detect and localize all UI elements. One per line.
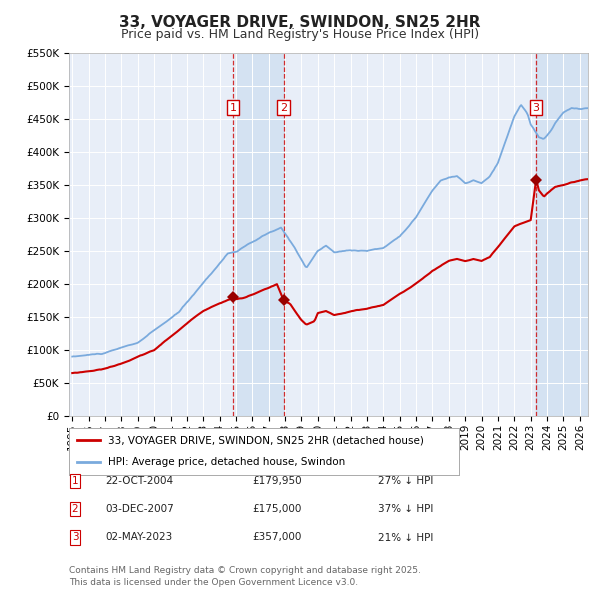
Line: 33, VOYAGER DRIVE, SWINDON, SN25 2HR (detached house): 33, VOYAGER DRIVE, SWINDON, SN25 2HR (de… (72, 179, 589, 373)
HPI: Average price, detached house, Swindon: (2.02e+03, 4.71e+05): Average price, detached house, Swindon: … (518, 101, 525, 109)
Text: HPI: Average price, detached house, Swindon: HPI: Average price, detached house, Swin… (108, 457, 345, 467)
Text: 33, VOYAGER DRIVE, SWINDON, SN25 2HR: 33, VOYAGER DRIVE, SWINDON, SN25 2HR (119, 15, 481, 30)
Text: 2: 2 (71, 504, 79, 514)
Text: 02-MAY-2023: 02-MAY-2023 (105, 533, 172, 542)
Text: 03-DEC-2007: 03-DEC-2007 (105, 504, 174, 514)
Text: £179,950: £179,950 (252, 476, 302, 486)
Text: 21% ↓ HPI: 21% ↓ HPI (378, 533, 433, 542)
Text: 33, VOYAGER DRIVE, SWINDON, SN25 2HR (detached house): 33, VOYAGER DRIVE, SWINDON, SN25 2HR (de… (108, 435, 424, 445)
HPI: Average price, detached house, Swindon: (2e+03, 9e+04): Average price, detached house, Swindon: … (68, 353, 76, 360)
HPI: Average price, detached house, Swindon: (2.01e+03, 2.5e+05): Average price, detached house, Swindon: … (354, 247, 361, 254)
Text: 3: 3 (533, 103, 539, 113)
33, VOYAGER DRIVE, SWINDON, SN25 2HR (detached house) (354, 306, 361, 313)
Bar (236, 53, 285, 416)
HPI: Average price, detached house, Swindon: (2e+03, 1.42e+05): Average price, detached house, Swindon: … (161, 319, 169, 326)
Text: 37% ↓ HPI: 37% ↓ HPI (378, 504, 433, 514)
33, VOYAGER DRIVE, SWINDON, SN25 2HR (detached house) (452, 255, 459, 263)
33, VOYAGER DRIVE, SWINDON, SN25 2HR (detached house) (376, 303, 383, 310)
Text: £175,000: £175,000 (252, 504, 301, 514)
Text: 27% ↓ HPI: 27% ↓ HPI (378, 476, 433, 486)
33, VOYAGER DRIVE, SWINDON, SN25 2HR (detached house) (299, 318, 307, 325)
Line: HPI: Average price, detached house, Swindon: HPI: Average price, detached house, Swin… (72, 105, 589, 356)
Text: Contains HM Land Registry data © Crown copyright and database right 2025.
This d: Contains HM Land Registry data © Crown c… (69, 566, 421, 587)
Text: 2: 2 (280, 103, 287, 113)
Bar (536, 53, 588, 416)
33, VOYAGER DRIVE, SWINDON, SN25 2HR (detached house) (68, 369, 76, 376)
HPI: Average price, detached house, Swindon: (2.01e+03, 2.54e+05): Average price, detached house, Swindon: … (376, 245, 383, 252)
Text: 1: 1 (230, 103, 236, 113)
HPI: Average price, detached house, Swindon: (2.02e+03, 3.54e+05): Average price, detached house, Swindon: … (464, 179, 472, 186)
33, VOYAGER DRIVE, SWINDON, SN25 2HR (detached house) (161, 337, 169, 345)
HPI: Average price, detached house, Swindon: (2.01e+03, 2.33e+05): Average price, detached house, Swindon: … (299, 258, 307, 266)
HPI: Average price, detached house, Swindon: (2.02e+03, 3.63e+05): Average price, detached house, Swindon: … (452, 173, 459, 180)
Text: £357,000: £357,000 (252, 533, 301, 542)
Text: Price paid vs. HM Land Registry's House Price Index (HPI): Price paid vs. HM Land Registry's House … (121, 28, 479, 41)
33, VOYAGER DRIVE, SWINDON, SN25 2HR (detached house) (464, 257, 472, 264)
Text: 1: 1 (71, 476, 79, 486)
Text: 22-OCT-2004: 22-OCT-2004 (105, 476, 173, 486)
33, VOYAGER DRIVE, SWINDON, SN25 2HR (detached house) (586, 175, 593, 182)
HPI: Average price, detached house, Swindon: (2.03e+03, 4.67e+05): Average price, detached house, Swindon: … (586, 104, 593, 112)
Text: 3: 3 (71, 533, 79, 542)
